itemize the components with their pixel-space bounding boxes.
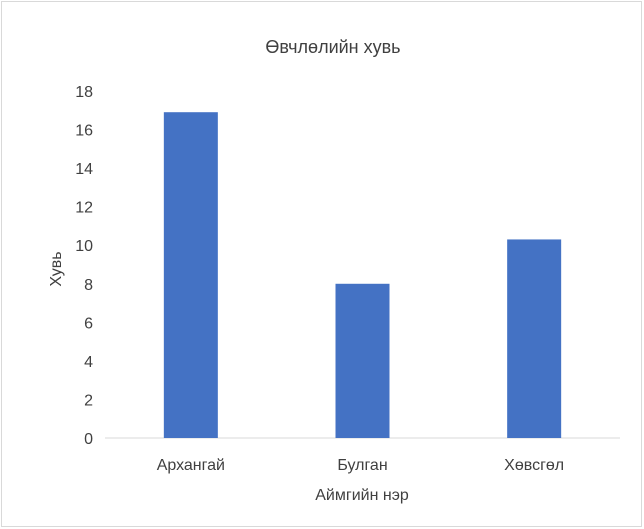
y-tick-label: 4 [84, 354, 93, 371]
x-tick-label: Хөвсгөл [504, 457, 564, 474]
y-tick-label: 16 [75, 123, 93, 140]
x-tick-label: Булган [337, 457, 387, 474]
y-tick-label: 2 [84, 392, 93, 409]
y-axis-ticks: 0 2 4 6 8 10 12 14 16 18 [75, 84, 93, 448]
y-tick-label: 18 [75, 84, 93, 101]
y-tick-label: 8 [84, 277, 93, 294]
bar [163, 112, 218, 438]
x-axis-ticks: Архангай Булган Хөвсгөл [157, 457, 564, 474]
chart-title: Өвчлөлийн хувь [265, 37, 400, 57]
bar [335, 283, 390, 438]
y-tick-label: 0 [84, 431, 93, 448]
x-tick-label: Архангай [157, 457, 225, 474]
bar [507, 239, 562, 438]
y-tick-label: 14 [75, 161, 93, 178]
bars [163, 112, 562, 438]
y-tick-label: 12 [75, 200, 93, 217]
y-tick-label: 10 [75, 238, 93, 255]
y-axis-label: Хувь [48, 251, 65, 286]
y-tick-label: 6 [84, 315, 93, 332]
x-axis-label: Аймгийн нэр [315, 487, 409, 504]
